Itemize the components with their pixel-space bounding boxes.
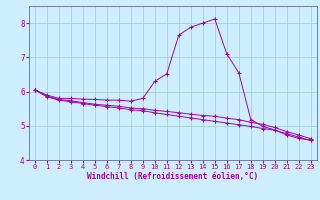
X-axis label: Windchill (Refroidissement éolien,°C): Windchill (Refroidissement éolien,°C) (87, 172, 258, 181)
